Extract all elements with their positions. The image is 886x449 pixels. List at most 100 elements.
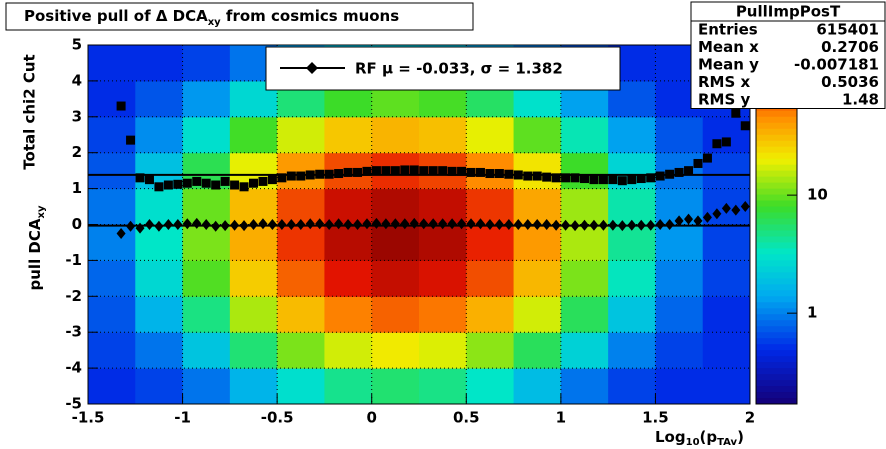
square-marker: [475, 167, 485, 177]
y-tick-label: -3: [65, 323, 82, 341]
heatmap-cell: [608, 260, 656, 297]
square-marker: [296, 171, 306, 181]
diamond-marker: [267, 219, 277, 230]
color-bar-strip: [756, 368, 797, 375]
square-marker: [494, 169, 504, 179]
heatmap-cell: [277, 260, 325, 297]
heatmap-cell: [277, 188, 325, 225]
y-tick-label: -2: [65, 287, 82, 305]
color-bar-strip: [756, 170, 797, 178]
heatmap-cell: [466, 368, 515, 405]
stats-value: 1.48: [842, 90, 879, 108]
heatmap-cell: [655, 332, 704, 369]
diamond-marker: [381, 218, 391, 230]
heatmap-cell: [466, 188, 515, 225]
x-tick-label: 0: [366, 409, 376, 427]
stats-label: Entries: [698, 20, 758, 38]
square-marker: [665, 169, 675, 179]
heatmap-cell: [513, 188, 562, 225]
heatmap-cell: [371, 332, 420, 369]
heatmap-cell: [655, 224, 704, 261]
square-marker: [258, 176, 268, 186]
heatmap-cell: [655, 260, 704, 297]
legend-label: RF μ = -0.033, σ = 1.382: [355, 60, 563, 78]
color-bar-strip: [756, 362, 797, 369]
color-bar-strip: [756, 290, 797, 297]
heatmap-cell: [135, 332, 184, 369]
stats-label: RMS y: [698, 90, 751, 108]
diamond-marker: [116, 227, 126, 239]
heatmap-cell: [88, 368, 136, 405]
diamond-marker: [211, 220, 221, 232]
diamond-marker: [504, 219, 514, 230]
plot-frame: [87, 44, 751, 405]
heatmap-cell: [560, 116, 609, 154]
color-bar-strip: [756, 176, 797, 184]
heatmap-cell: [419, 260, 467, 297]
heatmap-cell: [135, 368, 184, 405]
color-bar-strip: [756, 134, 797, 142]
diamond-marker: [580, 219, 589, 231]
square-marker: [740, 121, 750, 131]
stats-title: PullImpPosT: [736, 3, 841, 21]
legend-marker: [306, 62, 318, 74]
heatmap-cell: [702, 368, 751, 405]
heatmap-cell: [229, 296, 278, 333]
heatmap-cell: [324, 368, 373, 405]
square-marker: [277, 173, 287, 183]
square-marker: [627, 175, 637, 185]
heatmap-cell: [371, 260, 420, 297]
heatmap-cell: [135, 116, 184, 154]
square-marker: [428, 166, 438, 176]
heatmap-cell: [88, 116, 136, 154]
stats-value: 0.2706: [821, 38, 879, 56]
z-tick-label: 1: [807, 304, 817, 322]
square-marker: [485, 169, 495, 179]
heatmap-cell: [371, 368, 420, 405]
color-bar-strip: [756, 206, 797, 214]
heatmap-cell: [608, 188, 656, 225]
square-marker: [447, 166, 457, 176]
heatmap-cell: [466, 224, 515, 261]
heatmap-cell: [324, 296, 373, 333]
heatmap-cell: [135, 260, 184, 297]
color-bar-strip: [756, 236, 797, 243]
diamond-marker: [249, 219, 258, 230]
color-bar-strip: [756, 212, 797, 220]
diamond-marker: [286, 219, 296, 230]
heatmap-cell: [229, 260, 278, 297]
heatmap-cell: [513, 224, 562, 261]
x-label-part: (p: [700, 428, 718, 446]
y-tick-label: 4: [72, 71, 82, 89]
y-label-sub: xy: [36, 205, 47, 218]
color-bar-strip: [756, 296, 797, 303]
heatmap-cell: [466, 116, 515, 154]
square-marker: [655, 171, 665, 181]
diamond-marker: [400, 218, 410, 230]
heatmap-cell: [277, 368, 325, 405]
square-marker: [324, 169, 334, 179]
color-bar-strip: [756, 110, 797, 118]
square-marker: [239, 182, 249, 192]
diamond-marker: [513, 219, 523, 230]
diamond-marker: [296, 219, 306, 230]
square-marker: [570, 173, 580, 183]
diamond-marker: [740, 201, 750, 213]
heatmap-cell: [182, 45, 231, 82]
x-tick-label: -1.5: [72, 409, 105, 427]
color-bar-strip: [756, 374, 797, 381]
color-bar-strip: [756, 272, 797, 279]
y-label-part: pull DCA: [26, 218, 44, 290]
heatmap-cell: [88, 188, 136, 225]
heatmap-cell: [229, 332, 278, 369]
heatmap-cell: [655, 296, 704, 333]
color-bar-strip: [756, 314, 797, 321]
diamond-marker: [144, 219, 154, 230]
diamond-marker: [457, 218, 467, 230]
diamond-marker: [305, 218, 315, 230]
heatmap-cell: [513, 368, 562, 405]
y-tick-label: -4: [65, 359, 82, 377]
heatmap-cell: [466, 332, 515, 369]
diamond-marker: [693, 215, 703, 227]
square-marker: [116, 101, 126, 111]
